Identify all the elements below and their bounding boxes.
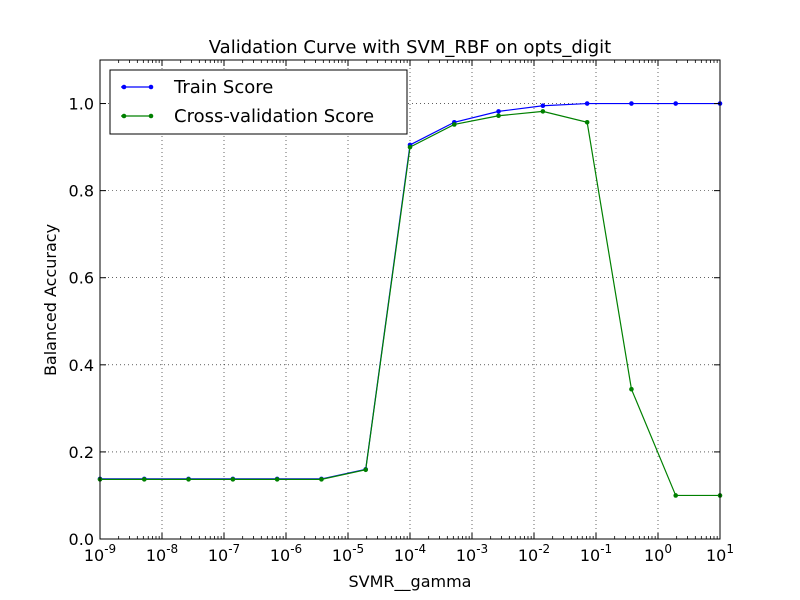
- y-tick-label: 0.4: [69, 356, 94, 375]
- x-tick-label: 10-2: [518, 542, 550, 565]
- series-1-point: [141, 477, 147, 482]
- x-tick-label: 10-4: [394, 542, 426, 565]
- series-0-point: [540, 103, 546, 109]
- legend-cv-marker-1: [121, 113, 127, 119]
- series-1-point: [363, 467, 369, 473]
- x-tick-label: 101: [706, 542, 734, 565]
- series-1-point: [319, 477, 324, 482]
- series-layer: [97, 101, 723, 498]
- series-1-point: [629, 386, 634, 392]
- y-axis-tick-labels: 0.0 0.2 0.4 0.6 0.8 1.0: [69, 95, 94, 549]
- x-axis-tick-labels: 10-9 10-8 10-7 10-6 10-5 10-4 10-3 10-2 10-1 100 1…: [84, 542, 734, 565]
- y-tick-label: 0.0: [69, 530, 94, 549]
- legend-box: [109, 69, 408, 135]
- legend-entry-cv: Cross-validation Score: [121, 106, 374, 127]
- x-tick-label: 10-9: [84, 542, 116, 565]
- x-tick-label: 10-7: [208, 542, 240, 565]
- x-tick-label: 10-1: [580, 542, 612, 565]
- legend-train-marker-2: [148, 84, 154, 90]
- legend-cv-marker-2: [148, 113, 154, 119]
- legend-train-marker-1: [121, 84, 127, 90]
- legend-entry-train: Train Score: [121, 77, 273, 98]
- series-0-point: [673, 101, 679, 106]
- y-tick-label: 1.0: [69, 95, 94, 114]
- series-1-point: [673, 493, 679, 498]
- series-1-point: [274, 477, 280, 482]
- y-tick-label: 0.2: [69, 443, 94, 462]
- x-tick-label: 10-8: [146, 542, 178, 565]
- chart-title: Validation Curve with SVM_RBF on opts_di…: [209, 37, 611, 58]
- x-tick-label: 10-3: [456, 542, 488, 565]
- x-tick-label: 10-6: [270, 542, 302, 565]
- series-0-point: [629, 101, 634, 106]
- axis-ticks: [99, 60, 721, 540]
- x-tick-label: 10-5: [332, 542, 364, 565]
- series-1-point: [186, 477, 191, 482]
- y-axis-label: Balanced Accuracy: [41, 224, 60, 376]
- series-1-point: [584, 119, 590, 125]
- series-1-point: [540, 109, 546, 114]
- series-0-point: [584, 101, 590, 106]
- x-tick-label: 100: [644, 542, 672, 565]
- series-0-point: [496, 109, 501, 114]
- legend: Train Score Cross-validation Score: [109, 69, 408, 135]
- y-tick-label: 0.6: [69, 269, 94, 288]
- legend-train-label: Train Score: [173, 77, 273, 98]
- series-1-point: [496, 113, 501, 119]
- legend-cv-label: Cross-validation Score: [174, 106, 374, 127]
- series-1-point: [451, 122, 457, 127]
- y-tick-label: 0.8: [69, 182, 94, 201]
- series-1-point: [230, 477, 236, 482]
- series-1-point: [407, 144, 413, 150]
- x-axis-label: SVMR__gamma: [349, 572, 472, 592]
